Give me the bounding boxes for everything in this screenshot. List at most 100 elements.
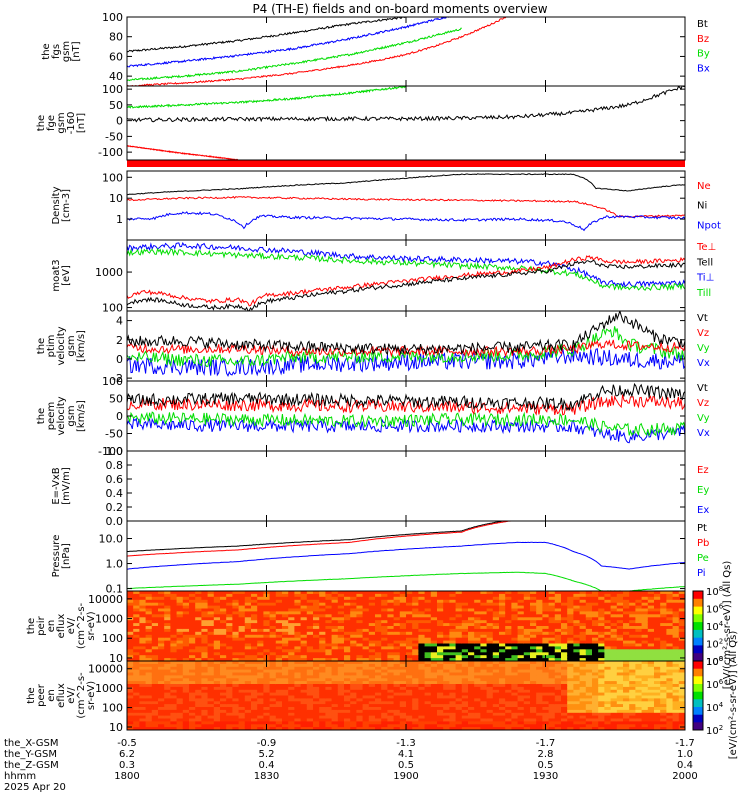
y-axis-label-line: gsm — [66, 335, 77, 356]
y-axis-label: the fge gsm -160 [nT] — [36, 112, 87, 135]
series-group — [127, 173, 685, 232]
legend-label: Npot — [697, 220, 721, 231]
y-tick-label: 60 — [109, 50, 123, 63]
series-group — [127, 241, 685, 311]
legend-label: Vx — [697, 358, 710, 369]
y-axis-label-line: en — [46, 620, 57, 633]
colorbar-tick-label: 108 — [706, 655, 723, 668]
series-line-Vt — [127, 382, 685, 412]
y-axis-label-line: (cm^2-s- — [76, 672, 87, 719]
x-axis-value: 1900 — [393, 771, 418, 782]
x-axis-value: -1.7 — [536, 738, 556, 749]
y-tick-label: 100 — [102, 171, 123, 184]
legend-label: Ez — [697, 465, 709, 476]
spectrogram — [127, 591, 685, 661]
legend-label: Bt — [697, 19, 708, 30]
x-axis-value: 2000 — [672, 771, 697, 782]
y-axis-label-line: peer — [36, 683, 47, 707]
legend-label: Pe — [697, 553, 709, 564]
y-axis-label-line: E=-VxB — [51, 467, 62, 504]
panel-frame — [126, 239, 686, 312]
plot-title: P4 (TH-E) fields and on-board moments ov… — [252, 2, 547, 16]
y-tick-label: 10 — [109, 652, 123, 665]
x-axis-row-label: the_Z-GSM — [4, 760, 59, 771]
x-axis-row-label: the_Y-GSM — [4, 749, 57, 760]
y-tick-label: 1.0 — [106, 558, 124, 571]
x-axis-value: 1.0 — [677, 749, 693, 760]
y-tick-label: 50 — [109, 99, 123, 112]
x-axis-value: -0.5 — [117, 738, 137, 749]
series-line-Npot — [127, 211, 685, 232]
y-tick-label: 80 — [109, 31, 123, 44]
y-axis-label-line: eflux — [56, 614, 67, 639]
y-axis-label-line: ptim — [46, 335, 57, 358]
series-group — [127, 86, 685, 160]
panel-4: 100 1000 moat3 [eV] Te⊥ Tell Ti⊥ Till — [51, 239, 716, 315]
legend-label: Ti⊥ — [696, 273, 714, 284]
x-axis-value: 1930 — [533, 771, 558, 782]
x-axis-value: -1.7 — [675, 738, 695, 749]
x-axis-row-label: the_X-GSM — [4, 738, 58, 749]
y-tick-label: 0 — [116, 410, 123, 423]
y-tick-label: 0.6 — [106, 473, 124, 486]
y-axis-label: moat3 [eV] — [51, 259, 72, 291]
y-tick-label: 0.2 — [106, 501, 124, 514]
legend-label: Bx — [697, 63, 710, 74]
legend-label: Vz — [697, 328, 709, 339]
legend-label: Pi — [697, 568, 706, 579]
y-axis-label-line: [eV] — [61, 265, 72, 286]
series-line-Pt — [127, 521, 508, 553]
series-line-green — [127, 86, 407, 109]
y-axis-label-line: Density — [51, 186, 62, 224]
y-tick-label: 1000 — [95, 682, 123, 695]
series-group — [127, 521, 685, 591]
y-axis-label-line: fge — [46, 115, 57, 131]
y-axis-label-line: sr-eV) — [86, 681, 97, 710]
series-group — [127, 17, 508, 86]
legend-label: Te⊥ — [696, 242, 716, 253]
y-axis-label-line: the — [26, 618, 37, 634]
legend-label: Ne — [697, 181, 711, 192]
y-axis-label: the peer en eflux eV/(cm^2-s-sr-eV) — [26, 672, 97, 719]
panel-7: 0.00.20.40.60.81.0 E=-VxB [mV/m] Ez Ey Ex — [51, 445, 709, 528]
series-group — [127, 311, 685, 378]
y-tick-label: 0 — [116, 353, 123, 366]
colorbar-tick-label: 104 — [706, 701, 724, 714]
y-axis-label-line: [km/s] — [76, 400, 87, 432]
panel-frame — [126, 520, 686, 592]
colorbar-tick-label: 102 — [706, 724, 723, 737]
x-axis-value: 4.1 — [398, 749, 414, 760]
y-tick-label: 100 — [102, 375, 123, 388]
legend-label: Vy — [697, 413, 710, 424]
x-axis-value: 0.3 — [119, 760, 135, 771]
panel-5: -2 0 2 4 the ptim velocity gsm [km/s] Vt Vz Vy Vx — [36, 310, 710, 385]
y-tick-label: 100 — [102, 11, 123, 24]
y-tick-label: 0.8 — [106, 459, 124, 472]
y-tick-label: 0 — [116, 115, 123, 128]
y-tick-label: 4 — [116, 315, 123, 328]
legend-label: Vt — [697, 313, 708, 324]
y-tick-label: 100 — [102, 302, 123, 315]
y-axis-label-line: the — [26, 687, 37, 703]
y-tick-label: 2 — [116, 334, 123, 347]
legend-label: Vz — [697, 398, 709, 409]
panel-6: -100 -50 0 50 100 the peem velocity gsm [km/s] Vt V… — [36, 375, 710, 458]
y-axis-label-line: Pressure — [51, 535, 62, 578]
y-axis-label-line: peir — [36, 615, 47, 635]
series-line-Te⊥ — [127, 255, 685, 307]
series-line-Vy — [127, 411, 685, 438]
series-line-Bx — [127, 17, 452, 68]
y-tick-label: 10 — [109, 192, 123, 205]
y-tick-label: 10.0 — [99, 533, 124, 546]
x-axis-value: -1.3 — [396, 738, 416, 749]
y-axis-label: the ptim velocity gsm [km/s] — [36, 326, 87, 365]
y-tick-label: -50 — [105, 428, 123, 441]
legend-label: Tell — [696, 257, 713, 268]
y-axis-label: the peir en eflux eV/(cm^2-s-sr-eV) — [26, 602, 97, 649]
x-axis-value: 6.2 — [119, 749, 135, 760]
legend-label: Ex — [697, 505, 709, 516]
y-axis-label-line: gsm — [56, 112, 67, 133]
